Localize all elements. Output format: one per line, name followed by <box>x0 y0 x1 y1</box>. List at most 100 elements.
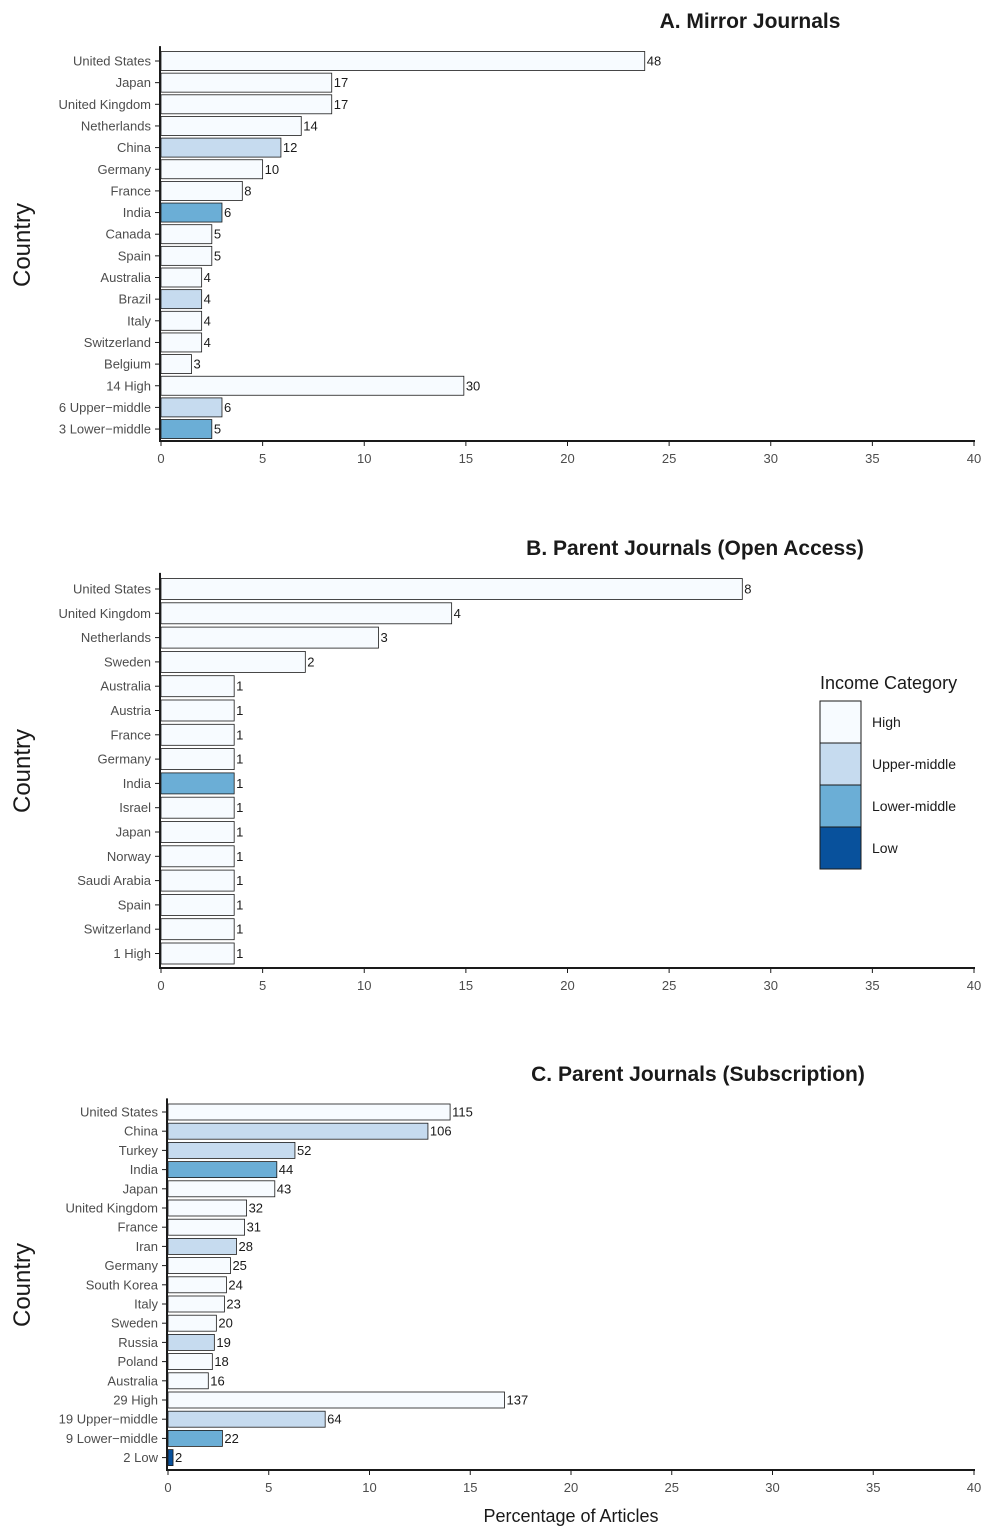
category-label: 6 Upper−middle <box>59 400 151 415</box>
legend-items: High Upper-middle Lower-middle Low <box>819 700 956 870</box>
legend: Income Category High Upper-middle Lower-mi… <box>819 673 957 870</box>
bar-value-label: 1 <box>236 873 243 888</box>
category-label: South Korea <box>86 1277 159 1292</box>
bar-value-label: 17 <box>334 97 348 112</box>
category-label: Saudi Arabia <box>77 873 151 888</box>
category-label: United States <box>80 1105 159 1120</box>
category-label: 19 Upper−middle <box>59 1412 158 1427</box>
bar <box>167 1142 296 1159</box>
bar <box>160 602 453 625</box>
category-label: Netherlands <box>81 118 152 133</box>
bar <box>160 869 235 892</box>
x-tick-label: 30 <box>764 451 778 466</box>
category-label: Canada <box>105 227 151 242</box>
category-label: Japan <box>123 1181 158 1196</box>
chart-panel-3: C. Parent Journals (Subscription) Country… <box>9 1063 981 1495</box>
bar-value-label: 137 <box>507 1393 529 1408</box>
category-label: Poland <box>118 1354 158 1369</box>
bar-value-label: 30 <box>466 378 480 393</box>
x-tick-label: 40 <box>967 451 981 466</box>
bar-value-label: 10 <box>265 162 279 177</box>
bar-value-label: 32 <box>249 1201 263 1216</box>
category-label: Japan <box>116 825 151 840</box>
category-label: Italy <box>127 313 151 328</box>
category-label: Germany <box>105 1258 159 1273</box>
bar-value-label: 48 <box>647 54 661 69</box>
bar <box>167 1391 505 1409</box>
x-tick-label: 35 <box>866 1480 880 1495</box>
category-label: Australia <box>107 1373 158 1388</box>
x-tick-label: 25 <box>662 978 676 993</box>
bar <box>160 821 235 843</box>
category-label: Iran <box>136 1239 158 1254</box>
category-label: Germany <box>98 752 152 767</box>
bar-value-label: 1 <box>236 679 243 694</box>
bar <box>160 180 243 201</box>
category-label: India <box>123 776 152 791</box>
bar <box>160 651 306 673</box>
bar-value-label: 4 <box>204 313 211 328</box>
category-label: 9 Lower−middle <box>66 1431 158 1446</box>
category-label: 29 High <box>113 1393 158 1408</box>
bar-value-label: 44 <box>279 1162 293 1177</box>
legend-label: Low <box>872 840 899 856</box>
legend-swatch <box>819 700 862 744</box>
bar <box>167 1161 278 1178</box>
bar-value-label: 1 <box>236 946 243 961</box>
bar <box>167 1449 174 1466</box>
bar-value-label: 8 <box>244 183 251 198</box>
x-axis-title: Percentage of Articles <box>483 1506 658 1526</box>
legend-title: Income Category <box>820 673 957 693</box>
bar <box>160 94 333 115</box>
bar-value-label: 5 <box>214 248 221 263</box>
bar-value-label: 3 <box>193 357 200 372</box>
bar <box>160 419 213 439</box>
bar <box>167 1410 326 1428</box>
bar <box>160 699 235 722</box>
chart-title: C. Parent Journals (Subscription) <box>531 1063 865 1086</box>
bar <box>167 1314 217 1332</box>
bar <box>160 748 235 770</box>
legend-swatch <box>819 784 862 828</box>
bar <box>160 626 379 649</box>
bar-value-label: 3 <box>380 630 387 645</box>
x-tick-label: 35 <box>865 978 879 993</box>
bar-value-label: 17 <box>334 75 348 90</box>
bar-value-label: 1 <box>236 727 243 742</box>
x-tick-label: 30 <box>765 1480 779 1495</box>
bar <box>160 51 646 71</box>
category-label: Israel <box>119 800 151 815</box>
bar <box>160 224 213 245</box>
y-axis-title: Country <box>9 729 36 813</box>
y-axis-title: Country <box>9 203 36 287</box>
bar <box>167 1334 215 1351</box>
bar-value-label: 2 <box>307 654 314 669</box>
legend-swatch <box>819 742 862 786</box>
bar-value-label: 106 <box>430 1124 452 1139</box>
bar <box>160 202 223 223</box>
bar-value-label: 22 <box>224 1431 238 1446</box>
bar-value-label: 6 <box>224 205 231 220</box>
bar <box>160 796 235 819</box>
bar <box>160 942 235 965</box>
bar-value-label: 24 <box>228 1277 242 1292</box>
category-label: United Kingdom <box>59 606 152 621</box>
bar-value-label: 19 <box>216 1335 230 1350</box>
bar <box>167 1257 231 1274</box>
bar-value-label: 1 <box>236 703 243 718</box>
category-label: Italy <box>134 1297 158 1312</box>
bar-value-label: 1 <box>236 825 243 840</box>
bar-value-label: 28 <box>239 1239 253 1254</box>
bar <box>160 845 235 868</box>
x-tick-label: 0 <box>157 978 164 993</box>
bar <box>160 289 203 310</box>
bar-value-label: 4 <box>204 270 211 285</box>
category-label: China <box>124 1124 159 1139</box>
category-label: Australia <box>100 270 151 285</box>
bar-value-label: 4 <box>204 292 211 307</box>
category-label: United States <box>73 54 152 69</box>
category-label: Australia <box>100 679 151 694</box>
bar-value-label: 23 <box>226 1297 240 1312</box>
